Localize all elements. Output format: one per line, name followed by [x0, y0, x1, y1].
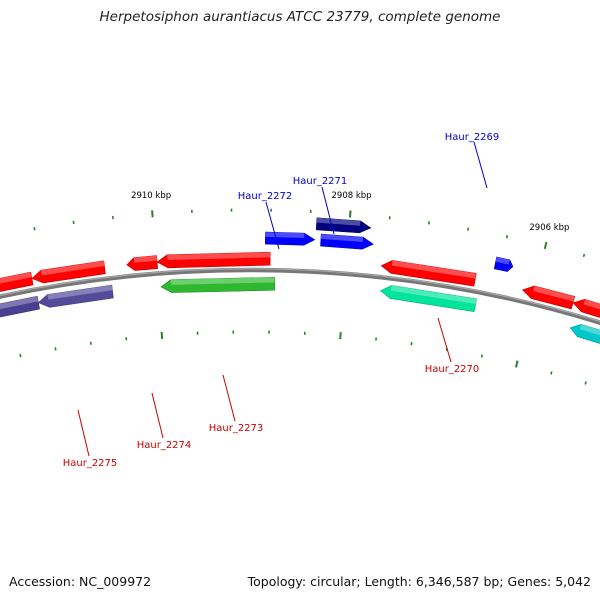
gene-label-haur_2275[interactable]: Haur_2275	[63, 409, 118, 469]
inner-tick-track	[19, 330, 587, 385]
gene-label-text: Haur_2274	[137, 440, 192, 451]
leader-line	[151, 392, 164, 439]
minor-tick	[582, 253, 586, 258]
topology-label: Topology: circular; Length: 6,346,587 bp…	[247, 574, 591, 589]
cds-block-2273[interactable]	[160, 276, 276, 293]
cds-block-2275-b-highlight	[47, 285, 113, 300]
tick-label: 2908 kbp	[332, 191, 372, 201]
gene-block-2273[interactable]	[156, 251, 271, 269]
major-tick	[543, 241, 548, 250]
major-tick	[151, 210, 154, 218]
leader-line	[222, 374, 236, 422]
leader-line	[473, 141, 488, 189]
backbone-highlight	[0, 268, 600, 323]
gene-label-haur_2272[interactable]: Haur_2272	[238, 191, 293, 250]
gene-block-2271-highlight	[316, 217, 361, 226]
minor-tick	[505, 235, 509, 239]
leader-line	[437, 317, 452, 363]
gene-block-2275-highlight	[41, 260, 105, 276]
cds-block-2267[interactable]	[569, 323, 600, 345]
major-tick	[160, 331, 164, 340]
gene-block-2273-highlight	[167, 252, 271, 261]
gene-label-haur_2273[interactable]: Haur_2273	[209, 374, 264, 434]
tick-label: 2906 kbp	[529, 223, 569, 233]
minor-tick	[480, 354, 483, 358]
leader-line	[321, 186, 335, 235]
major-tick	[348, 210, 352, 218]
cds-block-2270-highlight	[390, 285, 477, 305]
map-title: Herpetosiphon aurantiacus ATCC 23779, co…	[99, 9, 501, 25]
gene-block-2272[interactable]	[265, 231, 316, 246]
gene-label-text: Haur_2275	[63, 458, 118, 469]
major-tick	[339, 332, 342, 340]
gene-label-haur_2271[interactable]: Haur_2271	[293, 176, 348, 235]
minor-tick	[584, 381, 587, 385]
gene-block-2268[interactable]	[522, 285, 576, 310]
gene-block-2275-highlight	[0, 272, 32, 284]
gene-label-haur_2270[interactable]: Haur_2270	[425, 317, 480, 375]
genome-backbone	[0, 267, 600, 326]
gene-label-text: Haur_2270	[425, 364, 480, 375]
minor-tick	[467, 227, 470, 231]
major-tick	[514, 360, 519, 368]
gene-block-2274[interactable]	[126, 255, 158, 271]
gene-block-2270[interactable]	[380, 260, 477, 287]
leader-line	[265, 201, 280, 250]
gene-block-2269-highlight	[495, 257, 510, 265]
gene-block-2270-highlight	[391, 260, 477, 279]
cds-block-2275[interactable]	[0, 295, 40, 318]
gene-block-2275[interactable]	[0, 271, 34, 294]
cds-block-2270[interactable]	[379, 285, 478, 313]
gene-block-2267[interactable]	[572, 299, 600, 321]
gene-label-haur_2274[interactable]: Haur_2274	[137, 392, 192, 451]
feature-track	[0, 217, 600, 345]
gene-label-text: Haur_2269	[445, 132, 500, 143]
gene-label-haur_2269[interactable]: Haur_2269	[445, 132, 500, 189]
minor-tick	[19, 353, 22, 358]
tick-label: 2910 kbp	[131, 191, 171, 201]
gene-block-2275[interactable]	[31, 260, 106, 284]
minor-tick	[550, 371, 553, 375]
cds-block-2273-highlight	[170, 277, 275, 285]
minor-tick	[33, 227, 36, 231]
cds-block-2267-highlight	[579, 324, 600, 336]
gene-block-2268-highlight	[533, 285, 575, 302]
gene-block-2271[interactable]	[315, 217, 372, 234]
cds-block-2271-highlight	[320, 234, 364, 243]
gene-block-2267-highlight	[583, 299, 600, 310]
backbone-line	[0, 267, 600, 326]
leader-line	[77, 409, 90, 457]
minor-tick	[54, 347, 57, 351]
gene-label-text: Haur_2271	[293, 176, 348, 187]
cds-block-2275-b[interactable]	[37, 284, 114, 308]
gene-label-text: Haur_2272	[238, 191, 293, 202]
cds-block-2275-highlight	[0, 296, 39, 310]
cds-block-2271[interactable]	[320, 233, 374, 250]
gene-block-2269[interactable]	[493, 256, 514, 272]
accession-label: Accession: NC_009972	[9, 574, 152, 589]
gene-block-2274-highlight	[133, 255, 158, 263]
gene-label-text: Haur_2273	[209, 423, 264, 434]
